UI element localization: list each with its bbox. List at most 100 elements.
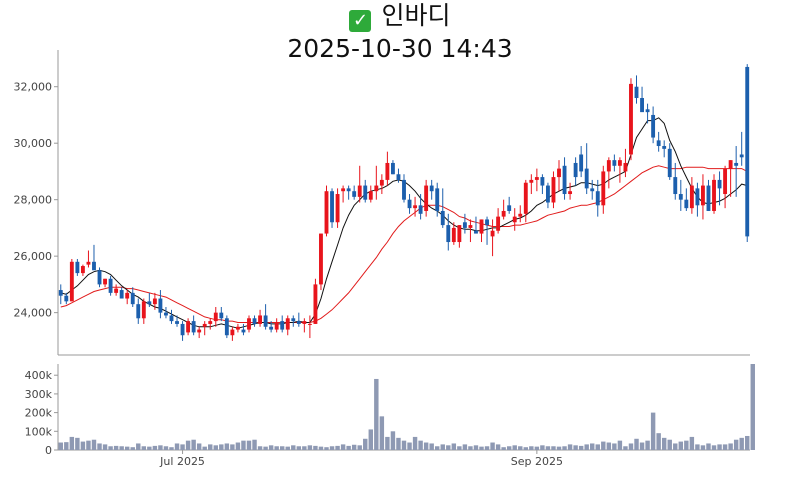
volume-bar [257, 446, 263, 450]
volume-bar [423, 442, 429, 450]
volume-y-tick-label: 200k [25, 407, 53, 420]
candle-body [402, 179, 406, 200]
volume-bar [700, 445, 706, 450]
volume-bar [80, 441, 86, 450]
candle-body [673, 177, 678, 195]
volume-bar [435, 446, 440, 450]
volume-bar [141, 446, 147, 450]
candle-body [202, 323, 207, 327]
volume-bar [185, 440, 191, 450]
candle-body [224, 318, 229, 336]
candle-body [739, 154, 744, 158]
volume-bar [379, 416, 385, 450]
candle-body [263, 315, 268, 327]
volume-bar [612, 443, 617, 450]
volume-bar [634, 438, 639, 450]
volume-bar [335, 445, 340, 450]
volume-bar [462, 444, 468, 450]
volume-bar [639, 442, 645, 450]
volume-bar [556, 446, 562, 450]
volume-bar [545, 446, 551, 450]
volume-bar [102, 444, 108, 450]
candle-body [468, 225, 473, 228]
candle-body [518, 213, 523, 217]
candle-body [357, 185, 362, 197]
volume-y-tick-label: 100k [25, 425, 53, 438]
candle-body [191, 321, 196, 333]
candle-body [92, 261, 96, 271]
candle-body [562, 165, 567, 195]
volume-bar [728, 443, 733, 450]
volume-bar [617, 440, 623, 450]
candle-body [507, 205, 512, 211]
volume-bar [224, 443, 230, 450]
volume-bar [390, 431, 396, 450]
candle-body [230, 329, 235, 336]
volume-bar [374, 378, 379, 450]
volume-y-tick-label: 0 [45, 444, 52, 457]
title-datetime: 2025-10-30 14:43 [287, 34, 513, 63]
volume-bar [108, 446, 113, 450]
volume-bar [64, 442, 69, 450]
volume-bar [291, 445, 296, 450]
volume-bar [484, 446, 490, 450]
candle-body [451, 227, 456, 243]
candle-body [180, 323, 185, 336]
volume-bar [529, 446, 534, 450]
candle-body [291, 318, 296, 322]
volume-bar [130, 447, 135, 450]
volume-bar [667, 439, 672, 450]
volume-bar [501, 447, 506, 450]
volume-bar [551, 446, 556, 450]
volume-bar [136, 443, 141, 450]
volume-bar [540, 445, 545, 450]
volume-bar [97, 443, 102, 450]
candle-body [523, 182, 528, 214]
candle-body [152, 298, 157, 305]
candle-body [717, 179, 722, 189]
candle-body [612, 160, 617, 166]
candle-body [368, 191, 373, 200]
candle-body [390, 162, 395, 175]
volume-bar [147, 446, 152, 450]
candle-body [540, 177, 545, 186]
candle-body [86, 261, 91, 265]
volume-bar [296, 446, 302, 450]
volume-bar [562, 446, 567, 450]
volume-bar [252, 439, 257, 450]
volume-bar [285, 446, 290, 450]
candle-body [462, 222, 467, 228]
candle-body [296, 321, 301, 324]
volume-bar [506, 446, 512, 450]
candle-body [435, 188, 440, 211]
volume-bar [578, 445, 584, 450]
volume-bar [595, 444, 600, 450]
candle-body [418, 205, 423, 214]
price-y-tick-label: 24,000 [14, 307, 53, 320]
volume-bar [401, 440, 407, 450]
candle-body [285, 318, 290, 330]
volume-bar [302, 446, 307, 450]
candle-body [678, 194, 683, 200]
volume-bar [202, 446, 207, 450]
volume-bar [368, 429, 373, 450]
candle-body [324, 191, 329, 234]
volume-bar [706, 443, 711, 450]
candle-body [208, 321, 213, 324]
volume-bar [689, 436, 695, 450]
candle-body [269, 326, 274, 330]
volume-y-tick-label: 300k [25, 388, 53, 401]
volume-bar [468, 446, 473, 450]
volume-bar [590, 443, 595, 450]
candle-body [363, 185, 368, 200]
volume-y-tick-label: 400k [25, 369, 53, 382]
volume-bar [363, 438, 368, 450]
candle-body [374, 185, 379, 192]
volume-bar [396, 437, 401, 450]
volume-bar [567, 444, 573, 450]
volume-bar [75, 437, 80, 450]
candle-body [689, 185, 694, 209]
volume-bar [58, 442, 63, 450]
price-y-tick-label: 32,000 [14, 81, 53, 94]
volume-bar [230, 444, 235, 450]
